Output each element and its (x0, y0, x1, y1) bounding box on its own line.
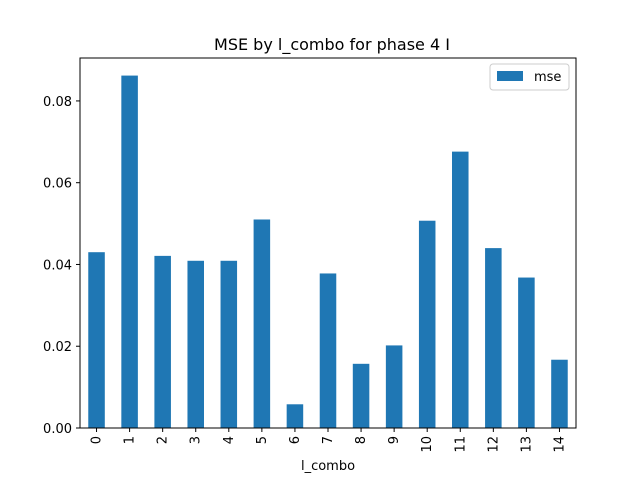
bar-3 (187, 260, 204, 428)
x-tick-label: 9 (387, 436, 402, 444)
bar-13 (518, 277, 535, 428)
x-axis-label: l_combo (301, 459, 355, 474)
x-tick-label: 0 (90, 436, 105, 444)
bar-9 (385, 345, 403, 428)
x-tick-label: 5 (255, 436, 270, 444)
plot-frame (79, 57, 577, 429)
bar-12 (485, 248, 502, 428)
x-tick-label: 6 (288, 436, 303, 444)
y-tick-label: 0.00 (43, 422, 72, 437)
x-tick-label: 12 (486, 436, 501, 453)
x-tick-label: 1 (123, 436, 138, 444)
x-tick-label: 2 (156, 436, 171, 444)
bars-group (88, 75, 568, 428)
legend: mse (489, 63, 570, 91)
bar-0 (88, 252, 105, 428)
bar-4 (220, 260, 238, 428)
x-tick-label: 14 (552, 436, 567, 453)
x-tick-label: 3 (189, 436, 204, 444)
bar-8 (352, 363, 370, 428)
bar-11 (452, 151, 469, 428)
y-tick-label: 0.02 (43, 340, 72, 355)
legend-box (489, 63, 570, 91)
x-tick-label: 4 (222, 436, 237, 444)
x-tick-label: 10 (420, 436, 435, 453)
bar-1 (121, 75, 138, 428)
x-tick-label: 8 (354, 436, 369, 444)
y-tick-label: 0.08 (43, 95, 72, 110)
y-tick-label: 0.04 (43, 258, 72, 273)
chart-title: MSE by l_combo for phase 4 I (214, 35, 450, 55)
legend-swatch (497, 71, 523, 81)
bar-7 (319, 273, 337, 428)
bar-14 (551, 359, 568, 428)
bar-10 (418, 220, 436, 428)
y-tick-label: 0.06 (43, 177, 72, 192)
bar-5 (253, 219, 271, 428)
x-ticks-group: 0 1 2 3 4 5 6 7 8 9 10 11 12 13 14 (90, 428, 567, 453)
bar-6 (286, 404, 304, 428)
bar-2 (154, 255, 171, 428)
x-tick-label: 7 (321, 436, 336, 444)
y-ticks-group: 0.00 0.02 0.04 0.06 0.08 (43, 95, 80, 437)
x-tick-label: 11 (453, 436, 468, 453)
x-tick-label: 13 (519, 436, 534, 453)
legend-label: mse (534, 70, 561, 85)
